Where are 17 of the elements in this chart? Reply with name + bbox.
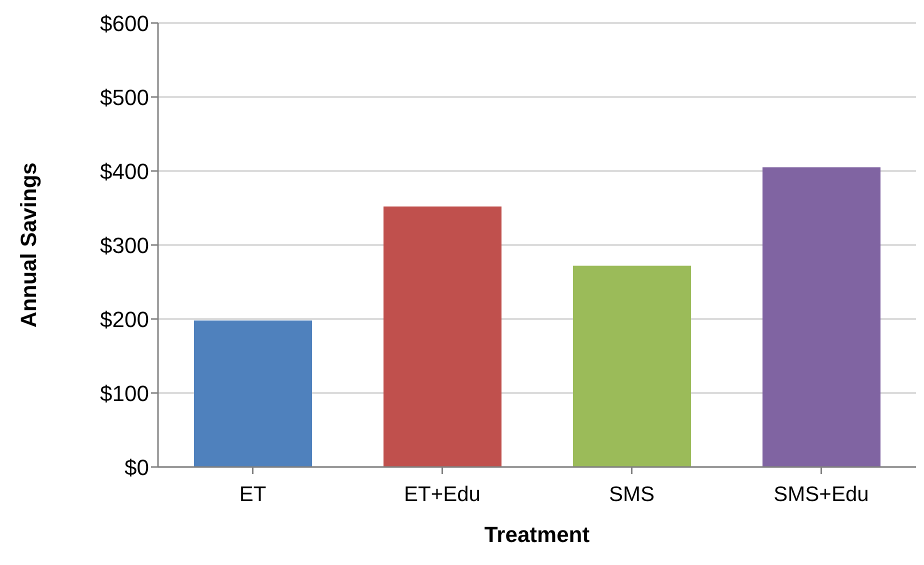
y-tick-label: $500 [100,84,149,110]
y-tick-label: $600 [100,10,149,36]
y-tick-label: $0 [124,454,149,480]
bar [762,167,880,467]
x-tick-label: ET [239,482,266,506]
y-tick-label: $200 [100,306,149,332]
y-tick-label: $400 [100,158,149,184]
bar [194,320,312,467]
y-tick-label: $100 [100,380,149,406]
x-tick-label: SMS [608,482,655,506]
x-axis-title: Treatment [484,522,590,547]
x-tick-label: ET+Edu [404,482,480,506]
y-axis-title: Annual Savings [16,162,41,328]
bar [384,206,502,467]
x-tick-label: SMS+Edu [774,482,869,506]
bar [573,266,691,467]
y-tick-label: $300 [100,232,149,258]
